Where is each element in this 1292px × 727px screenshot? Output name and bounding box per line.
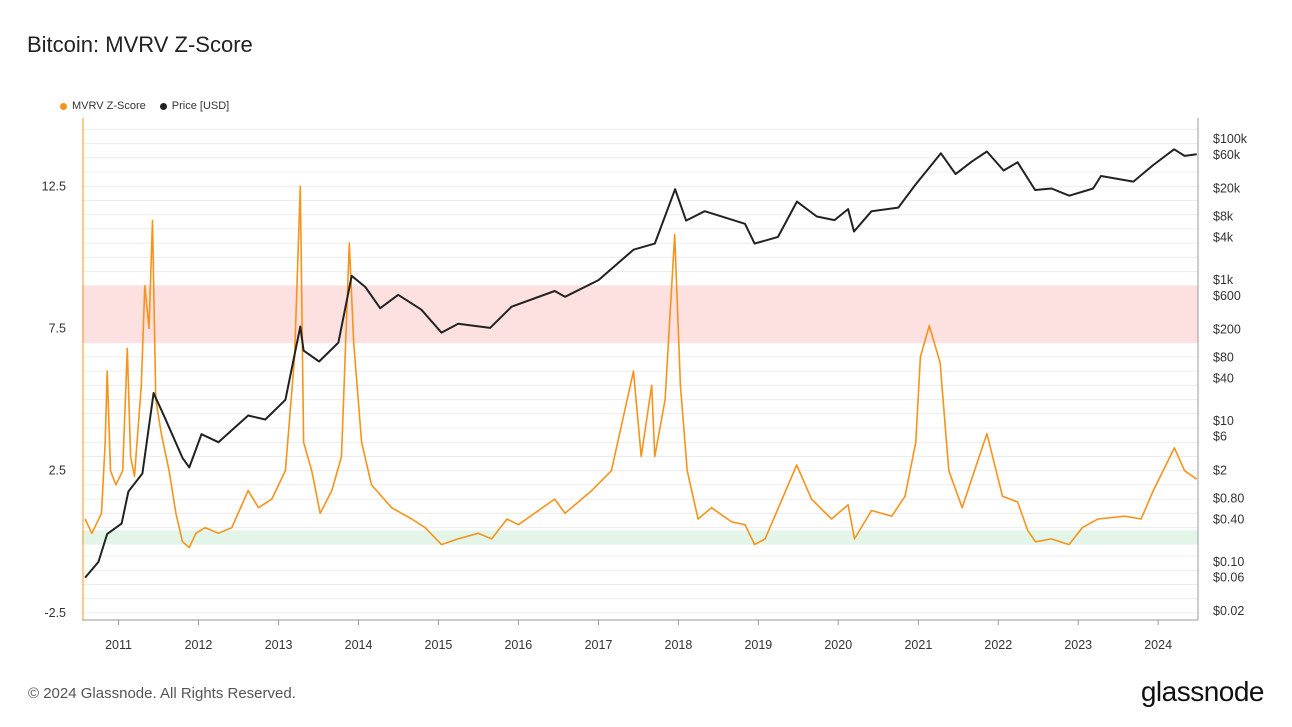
legend-item-price[interactable]: Price [USD] [159, 100, 230, 112]
x-tick-label: 2012 [185, 638, 213, 652]
y-right-tick: $600 [1213, 289, 1241, 303]
y-right-tick: $40 [1213, 372, 1234, 386]
zscore-series-line [84, 185, 1198, 549]
legend: MVRV Z-Score Price [USD] [60, 100, 229, 112]
legend-label-zscore: MVRV Z-Score [72, 100, 146, 112]
y-left-tick: 12.5 [42, 179, 66, 193]
overvalued-band [82, 285, 1198, 343]
y-right-tick: $4k [1213, 231, 1234, 245]
x-tick-label: 2013 [265, 638, 293, 652]
x-tick-label: 2014 [345, 638, 373, 652]
y-right-tick: $6 [1213, 430, 1227, 444]
y-right-tick: $10 [1213, 414, 1234, 428]
y-right-tick: $60k [1213, 148, 1241, 162]
copyright-text: © 2024 Glassnode. All Rights Reserved. [28, 685, 296, 702]
y-left-tick: 7.5 [49, 321, 66, 335]
price-series-line [84, 148, 1197, 579]
x-tick-label: 2024 [1144, 638, 1172, 652]
x-tick-label: 2020 [824, 638, 852, 652]
y-left-tick: 2.5 [49, 464, 66, 478]
price-legend-dot [159, 102, 167, 110]
x-tick-label: 2018 [665, 638, 693, 652]
x-tick-label: 2017 [585, 638, 613, 652]
x-tick-label: 2022 [984, 638, 1012, 652]
glassnode-logo: glassnode [1140, 676, 1265, 707]
y-right-tick: $0.06 [1213, 571, 1244, 585]
x-tick-label: 2011 [105, 638, 132, 652]
x-tick-label: 2015 [425, 638, 453, 652]
y-right-tick: $2 [1213, 463, 1227, 477]
x-tick-label: 2016 [504, 638, 532, 652]
x-tick-label: 2021 [904, 638, 932, 652]
chart-title: Bitcoin: MVRV Z-Score [27, 32, 253, 57]
y-right-tick: $1k [1213, 273, 1234, 287]
y-right-tick: $0.10 [1213, 555, 1244, 569]
legend-item-zscore[interactable]: MVRV Z-Score [60, 100, 146, 112]
x-tick-label: 2019 [744, 638, 772, 652]
undervalued-band [82, 530, 1198, 545]
zscore-legend-dot [60, 102, 67, 110]
legend-label-price: Price [USD] [171, 100, 230, 112]
y-left-tick: -2.5 [44, 606, 66, 620]
y-right-tick: $100k [1213, 132, 1248, 146]
y-right-tick: $8k [1213, 209, 1234, 223]
y-right-tick: $0.40 [1213, 513, 1244, 527]
y-right-tick: $200 [1213, 322, 1241, 336]
x-tick-label: 2023 [1064, 638, 1092, 652]
y-right-tick: $80 [1213, 350, 1234, 364]
y-right-tick: $0.02 [1213, 604, 1244, 618]
y-right-tick: $0.80 [1213, 491, 1244, 505]
y-right-tick: $20k [1213, 181, 1241, 195]
